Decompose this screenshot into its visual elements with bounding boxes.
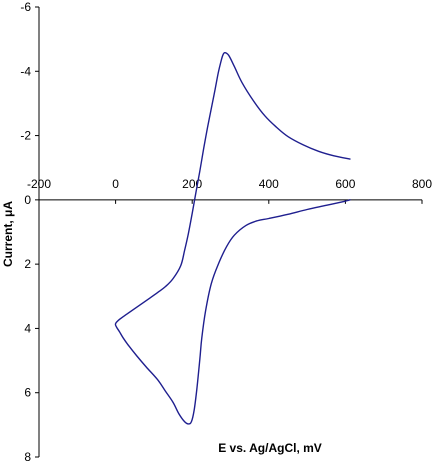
x-axis-title: E vs. Ag/AgCl, mV bbox=[218, 441, 322, 455]
y-tick-label: 2 bbox=[24, 257, 31, 271]
x-tick-label: 0 bbox=[112, 177, 119, 191]
y-tick-label: -6 bbox=[20, 0, 31, 14]
y-tick-label: 0 bbox=[24, 193, 31, 207]
y-tick-label: 8 bbox=[24, 450, 31, 464]
x-tick-label: 600 bbox=[335, 177, 355, 191]
x-tick-label: 200 bbox=[182, 177, 202, 191]
y-axis-title: Current, μA bbox=[1, 201, 15, 267]
x-tick-label: 800 bbox=[412, 177, 432, 191]
y-tick-label: 4 bbox=[24, 321, 31, 335]
axes-layer bbox=[38, 7, 422, 457]
y-tick-label: 6 bbox=[24, 386, 31, 400]
ticks-layer bbox=[35, 6, 423, 458]
x-tick-label: -200 bbox=[27, 177, 51, 191]
x-tick-label: 400 bbox=[259, 177, 279, 191]
y-tick-label: -4 bbox=[20, 64, 31, 78]
series-layer bbox=[114, 51, 351, 425]
tick-labels-layer: -200 0 200 400 600 800 -6 -4 -2 0 2 4 6 8 bbox=[20, 0, 432, 464]
y-tick-label: -2 bbox=[20, 129, 31, 143]
voltammogram-trace bbox=[114, 51, 351, 425]
